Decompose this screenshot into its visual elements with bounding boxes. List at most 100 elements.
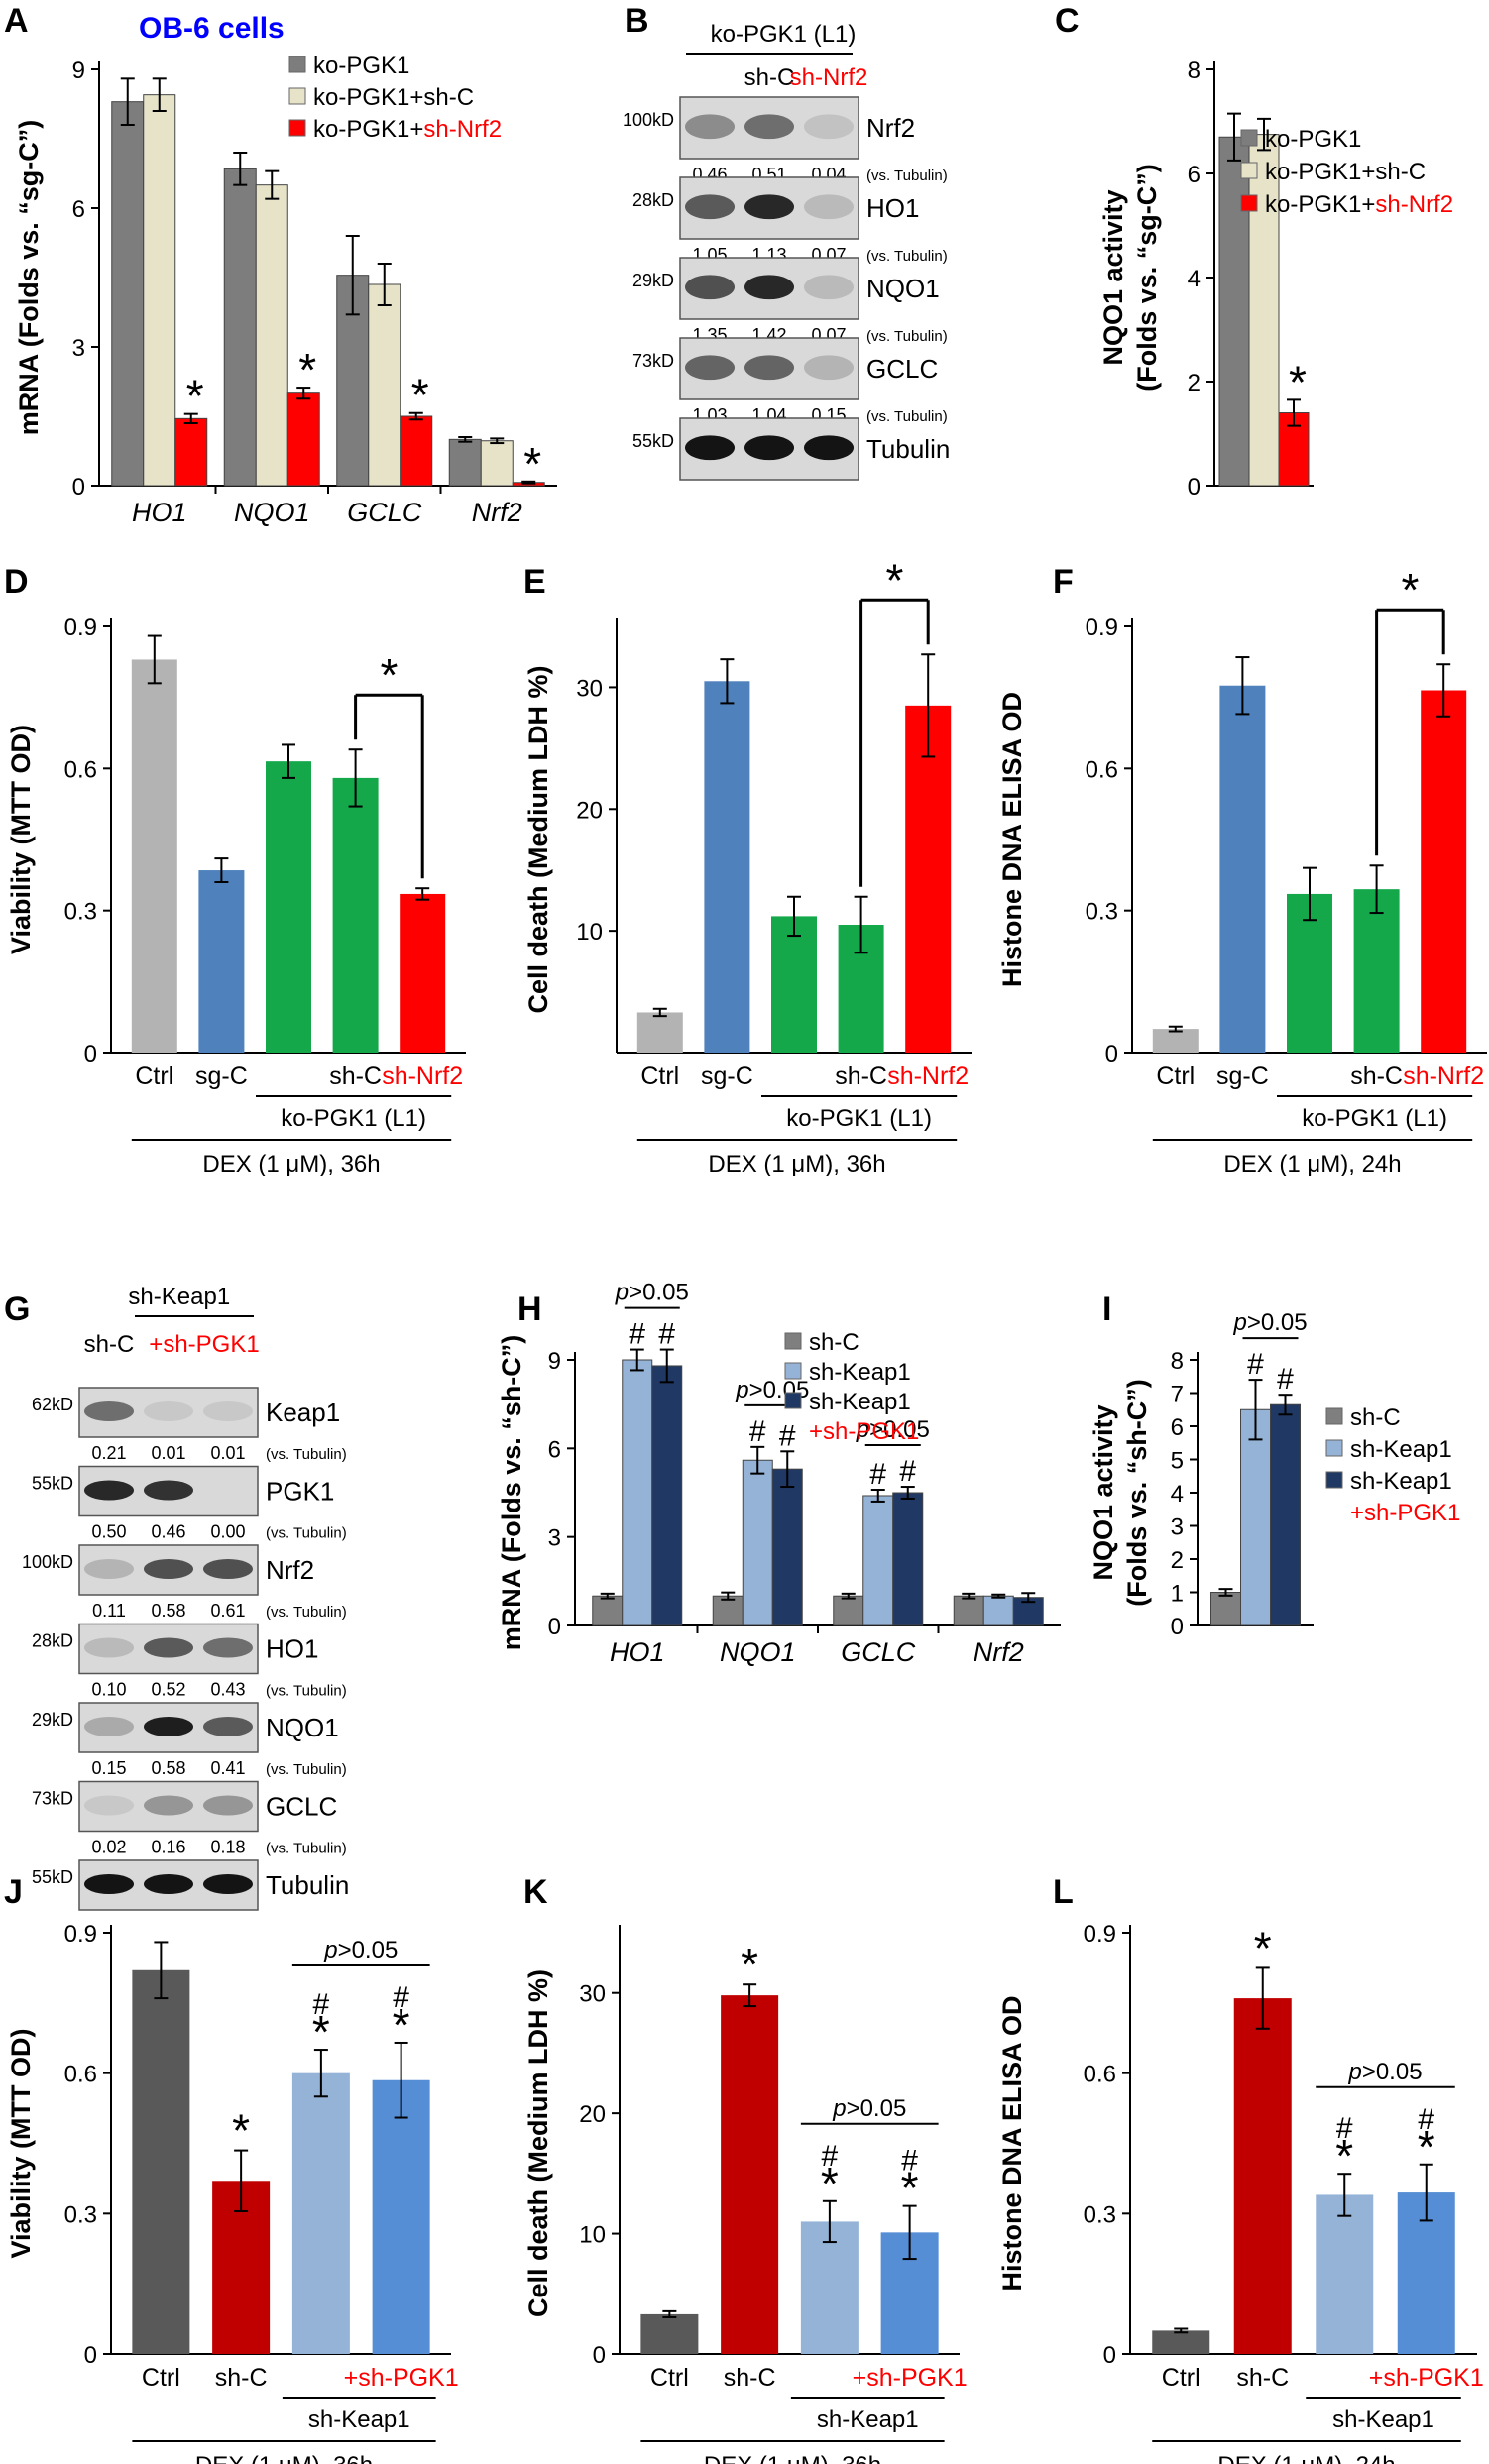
quant-suffix: (vs. Tubulin) [266, 1525, 347, 1542]
panel-label: J [4, 1873, 23, 1911]
significance-star: * [411, 370, 429, 421]
protein-label: Tubulin [866, 434, 950, 464]
significance-star: * [380, 649, 398, 701]
y-tick-label: 0 [1171, 1614, 1184, 1640]
bar-ko-pgk1-sh-nrf2 [174, 417, 208, 487]
molecular-weight-label: 55kD [32, 1867, 73, 1887]
hash-mark: # [393, 1981, 409, 2014]
protein-label: Nrf2 [266, 1555, 314, 1585]
y-tick-label: 0 [1188, 474, 1201, 501]
blot-band [144, 1480, 193, 1501]
p-value-label: p>0.05 [856, 1416, 930, 1443]
panel-label: C [1055, 2, 1080, 40]
y-tick-label: 6 [1171, 1414, 1184, 1441]
band-quantification: 0.58 [151, 1758, 185, 1778]
blot-band [203, 1717, 253, 1736]
y-tick-label: 30 [579, 1981, 606, 2008]
group-label: sh-Keap1 [308, 2407, 410, 2433]
bar-sh-keap1-sh-pgk1 [651, 1365, 683, 1626]
blot-row-ho1: 28kD HO1 0.10 0.52 0.43 (vs. Tubulin) [32, 1623, 347, 1700]
legend: ko-PGK1 ko-PGK1+sh-C ko-PGK1+sh-Nrf2 [288, 53, 502, 143]
hash-mark: # [749, 1415, 766, 1448]
hash-mark: # [869, 1458, 886, 1491]
legend-entry: ko-PGK1+sh-C [1240, 159, 1426, 185]
bar-sh-keap1-sh-pgk1 [892, 1492, 924, 1626]
significance-star: * [232, 2105, 250, 2157]
x-category-label: Ctrl [1162, 2364, 1201, 2392]
hash-mark: # [658, 1318, 675, 1351]
y-axis-title: Viability (MTT OD) [6, 725, 36, 954]
protein-label: Tubulin [266, 1870, 349, 1900]
band-quantification: 0.02 [91, 1838, 126, 1857]
bar-ko-pgk1 [111, 101, 145, 487]
legend-label: ko-PGK1 [1265, 126, 1361, 153]
y-tick-label: 0.6 [1086, 756, 1118, 783]
significance-star: * [821, 2158, 839, 2209]
y-tick-label: 0.3 [1086, 899, 1118, 926]
y-tick-label: 0.6 [64, 756, 97, 783]
protein-label: HO1 [866, 193, 919, 223]
treatment-label: DEX (1 μM), 36h [195, 2452, 373, 2464]
y-tick-label: 6 [1188, 162, 1201, 188]
molecular-weight-label: 100kD [22, 1552, 73, 1572]
significance-star: * [393, 1999, 410, 2051]
y-tick-label: 4 [1188, 266, 1201, 292]
hash-mark: # [901, 2145, 918, 2178]
blot-band [685, 435, 735, 461]
legend-swatch [784, 1392, 802, 1409]
x-category-label: NQO1 [234, 498, 310, 527]
blot-band [804, 355, 854, 381]
legend-swatch [784, 1362, 802, 1380]
bar [1421, 690, 1467, 1053]
y-axis-title: mRNA (Folds vs. “sh-C”) [497, 1335, 526, 1651]
significance-star: * [885, 554, 903, 606]
significance-star: * [186, 371, 204, 422]
legend-label: sh-C [809, 1329, 859, 1356]
group-label: sh-Keap1 [817, 2407, 919, 2433]
significance-star: * [298, 344, 316, 395]
y-tick-label: 6 [72, 196, 85, 223]
legend: sh-C sh-Keap1 sh-Keap1 +sh-PGK1 [1325, 1404, 1460, 1526]
bar [640, 2313, 699, 2354]
chart-panel-E: E 10 20 30 Cell death (Medium LDH %) Ctrl sg-C… [523, 554, 972, 1177]
quant-suffix: (vs. Tubulin) [266, 1761, 347, 1778]
x-category-label: Ctrl [650, 2364, 689, 2392]
legend-entry: ko-PGK1 [288, 53, 409, 79]
x-category-label: sg-C [1216, 1063, 1269, 1090]
protein-label: GCLC [866, 354, 938, 384]
blot-band [203, 1559, 253, 1579]
bar-ko-pgk1 [1218, 136, 1250, 487]
blot-band [685, 194, 735, 220]
legend-entry: sh-Keap1 [1325, 1436, 1452, 1463]
bar-sh-c [592, 1595, 624, 1626]
hash-mark: # [1336, 2112, 1353, 2145]
bar [721, 1995, 779, 2354]
blot-band [144, 1401, 193, 1421]
x-category-label: HO1 [132, 498, 187, 527]
group-label: ko-PGK1 (L1) [786, 1105, 932, 1132]
molecular-weight-label: 55kD [32, 1474, 73, 1494]
x-category-label: sh-C [1236, 2364, 1289, 2392]
bar [636, 1012, 683, 1053]
quant-suffix: (vs. Tubulin) [266, 1683, 347, 1700]
bar [704, 681, 750, 1053]
significance-star: * [1401, 564, 1419, 616]
significance-star: * [1418, 2121, 1435, 2173]
band-quantification: 0.21 [91, 1443, 126, 1463]
p-value-label: p>0.05 [1347, 2059, 1422, 2085]
legend-swatch [1240, 194, 1258, 212]
bar [1219, 685, 1266, 1053]
hash-mark: # [1277, 1363, 1294, 1396]
y-axis-title: NQO1 activity [1098, 189, 1128, 365]
bar [771, 916, 817, 1053]
hash-mark: # [313, 1988, 330, 2021]
blot-band [804, 114, 854, 140]
band-quantification: 0.58 [151, 1601, 185, 1621]
lane-label: sh-C [84, 1331, 135, 1358]
y-tick-label: 0.9 [64, 1921, 97, 1948]
legend-label: +sh-PGK1 [809, 1418, 919, 1445]
